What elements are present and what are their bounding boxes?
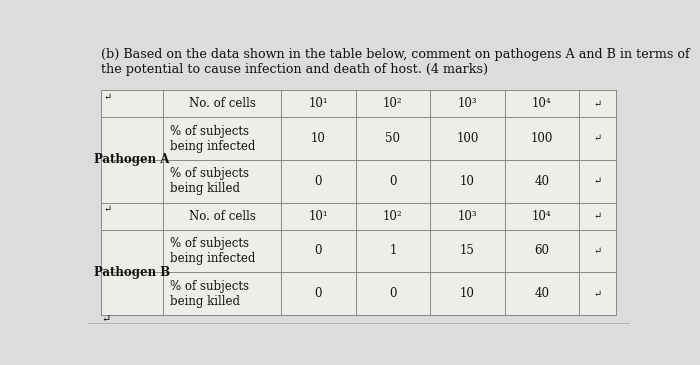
Bar	[430, 203, 505, 230]
Text: No. of cells: No. of cells	[189, 210, 256, 223]
Bar	[163, 203, 281, 230]
Text: 10²: 10²	[383, 97, 402, 110]
Text: 1: 1	[389, 245, 397, 257]
Bar	[163, 90, 281, 117]
Bar	[101, 90, 163, 117]
Bar	[281, 203, 356, 230]
Text: 100: 100	[531, 132, 553, 145]
Bar	[579, 230, 617, 272]
Text: 40: 40	[534, 175, 550, 188]
Bar	[579, 272, 617, 315]
Text: ↵: ↵	[594, 99, 602, 108]
Text: % of subjects
being infected: % of subjects being infected	[170, 124, 256, 153]
Text: 10²: 10²	[383, 210, 402, 223]
Text: ↵: ↵	[104, 205, 112, 214]
Text: 50: 50	[386, 132, 400, 145]
Text: 0: 0	[389, 287, 397, 300]
Bar	[579, 117, 617, 160]
Text: 0: 0	[314, 245, 322, 257]
Text: ↵: ↵	[594, 134, 602, 143]
Bar	[430, 90, 505, 117]
Text: 10⁴: 10⁴	[532, 210, 552, 223]
Text: (b) Based on the data shown in the table below, comment on pathogens A and B in : (b) Based on the data shown in the table…	[101, 48, 689, 61]
Text: Pathogen A: Pathogen A	[94, 153, 170, 166]
Text: 0: 0	[314, 175, 322, 188]
Text: % of subjects
being killed: % of subjects being killed	[170, 167, 249, 195]
Text: 40: 40	[534, 287, 550, 300]
Text: 10: 10	[460, 175, 475, 188]
Text: 15: 15	[460, 245, 475, 257]
Text: % of subjects
being infected: % of subjects being infected	[170, 237, 256, 265]
Bar	[579, 90, 617, 117]
Bar	[281, 90, 356, 117]
Text: 10³: 10³	[458, 210, 477, 223]
Bar	[579, 203, 617, 230]
Bar	[356, 90, 430, 117]
Text: ↵: ↵	[594, 212, 602, 220]
Bar	[356, 203, 430, 230]
Text: 100: 100	[456, 132, 479, 145]
Text: the potential to cause infection and death of host. (4 marks): the potential to cause infection and dea…	[101, 64, 488, 77]
Text: 10¹: 10¹	[309, 210, 328, 223]
Bar	[505, 203, 579, 230]
Text: ↵: ↵	[594, 289, 602, 298]
Bar	[101, 203, 163, 230]
Text: 60: 60	[534, 245, 550, 257]
Text: 10: 10	[311, 132, 326, 145]
Text: 10³: 10³	[458, 97, 477, 110]
Text: ↵: ↵	[101, 315, 111, 325]
Text: 10: 10	[460, 287, 475, 300]
Bar	[579, 160, 617, 203]
Bar	[505, 90, 579, 117]
Text: % of subjects
being killed: % of subjects being killed	[170, 280, 249, 308]
Text: 10⁴: 10⁴	[532, 97, 552, 110]
Text: Pathogen B: Pathogen B	[94, 266, 170, 279]
Text: ↵: ↵	[594, 246, 602, 256]
Text: ↵: ↵	[594, 177, 602, 186]
Text: No. of cells: No. of cells	[189, 97, 256, 110]
Text: 0: 0	[389, 175, 397, 188]
Text: 0: 0	[314, 287, 322, 300]
Text: ↵: ↵	[104, 92, 112, 101]
Text: 10¹: 10¹	[309, 97, 328, 110]
